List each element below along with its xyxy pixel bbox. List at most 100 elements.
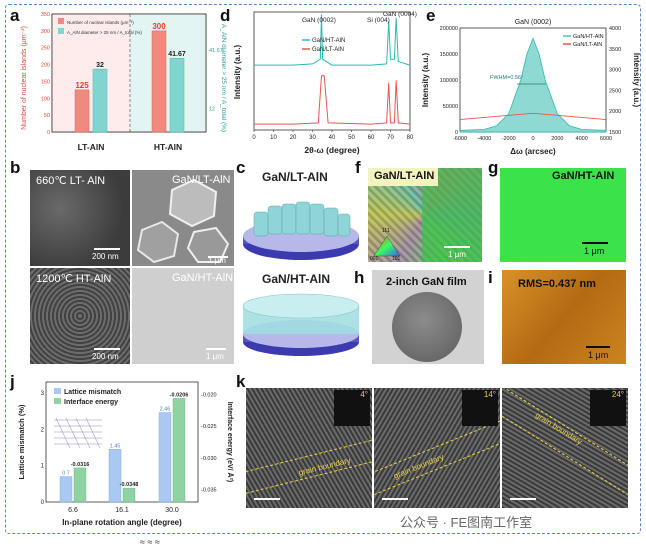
j-bar-lattice bbox=[59, 476, 73, 503]
scale-bar bbox=[586, 346, 610, 348]
a-y2label: A_AlN diameter > 25 nm / A_total (%) bbox=[220, 24, 227, 132]
chart-j: 0 1 2 3 -0.020 -0.025 -0.030 -0.035 0.7-0.0316… bbox=[17, 381, 234, 527]
e-y2tick: 1500 bbox=[609, 130, 621, 136]
sem-gan-ht-aln-label: GaN/HT-AlN bbox=[172, 272, 234, 284]
e-y2label: Intensity (a.u.) bbox=[632, 53, 640, 108]
series-gan-ht-aln bbox=[254, 14, 411, 66]
a-y2tick: 12 bbox=[209, 106, 215, 112]
sem-gan-lt-aln-label: GaN/LT-AlN bbox=[172, 174, 231, 186]
panel-label-b: b bbox=[10, 158, 21, 177]
a-label-islands: 125 bbox=[75, 81, 89, 90]
k1-angle: 4° bbox=[360, 390, 368, 399]
j-xlabel: In-plane rotation angle (degree) bbox=[62, 518, 182, 527]
e-legend-ht: GaN/HT-AlN bbox=[573, 34, 604, 40]
e-xlabel: Δω (arcsec) bbox=[510, 147, 556, 156]
a-label-islands: 300 bbox=[152, 22, 166, 31]
j-y2tick: -0.035 bbox=[201, 487, 217, 493]
j-ylabel: Lattice mismatch (%) bbox=[17, 404, 26, 480]
d-xtick: 30 bbox=[309, 135, 316, 141]
a-ylabel: Number of nuclear islands (μm⁻²) bbox=[21, 26, 28, 130]
afm-image: RMS=0.437 nm 1 μm bbox=[502, 270, 626, 364]
scale-bar bbox=[206, 348, 226, 350]
h-title: 2-inch GaN film bbox=[386, 276, 467, 288]
e-y2tick: 3000 bbox=[609, 68, 621, 74]
ipf-101: 101 bbox=[392, 256, 401, 262]
f-title: GaN/LT-AlN bbox=[374, 170, 435, 182]
j-cat-2: 30.0 bbox=[165, 507, 179, 514]
a-ytick: 300 bbox=[41, 29, 50, 35]
e-xtick: 2000 bbox=[551, 136, 563, 142]
panel-label-c: c bbox=[236, 158, 246, 177]
e-ytick: 200000 bbox=[440, 26, 458, 32]
scale-bar bbox=[94, 348, 120, 350]
j-cat-1: 16.1 bbox=[115, 507, 129, 514]
a-label-area: 41.67 bbox=[168, 51, 186, 58]
legend-islands: Number of nuclear islands (μm⁻²) bbox=[67, 20, 134, 25]
a-ytick: 150 bbox=[41, 79, 50, 85]
series-gan-ht-aln-area bbox=[459, 37, 607, 133]
j-label-energy: -0.0348 bbox=[120, 482, 139, 488]
a-bar-islands bbox=[151, 30, 167, 133]
e-xtick: -4000 bbox=[477, 136, 491, 142]
ipf-legend bbox=[373, 235, 401, 257]
e-ytick: 150000 bbox=[440, 52, 458, 58]
a-label-area: 32 bbox=[96, 62, 104, 69]
hrtem-24deg: grain boundary 24° bbox=[502, 388, 628, 508]
j-label-lattice: 2.46 bbox=[160, 407, 171, 413]
panel-label-h: h bbox=[354, 268, 365, 287]
wafer-photo: 2-inch GaN film bbox=[372, 270, 484, 364]
j-bar-energy bbox=[122, 487, 136, 503]
series-gan-lt-aln bbox=[459, 112, 607, 120]
sem-lt-aln-label: 660℃ LT- AlN bbox=[36, 175, 106, 187]
sem-ht-aln: 1200℃ HT-AlN 200 nm bbox=[30, 268, 130, 364]
d-annot-gan0004: GaN (0004) bbox=[383, 11, 417, 18]
sem-gan-ht-aln-scale: 1 μm bbox=[206, 352, 224, 361]
panel-label-g: g bbox=[488, 158, 499, 177]
series-gan-lt-aln bbox=[254, 75, 411, 125]
i-scale: 1 μm bbox=[588, 350, 609, 360]
a-bar-area bbox=[169, 57, 185, 133]
j-label-energy: -0.0316 bbox=[71, 462, 90, 468]
d-xtick: 50 bbox=[348, 135, 355, 141]
d-legend-lt: GaN/LT-AlN bbox=[312, 47, 344, 53]
j-ytick: 2 bbox=[41, 427, 45, 433]
panel-label-e: e bbox=[426, 6, 436, 25]
k3-angle: 24° bbox=[611, 390, 624, 399]
d-xtick: 40 bbox=[329, 135, 336, 141]
e-y2tick: 3500 bbox=[609, 47, 621, 53]
legend-area: A_AlN diameter > 25 nm / A_total (%) bbox=[67, 30, 142, 35]
scale-bar bbox=[444, 246, 470, 248]
hrtem-4deg: grain boundary 4° bbox=[246, 388, 372, 508]
a-bar-islands bbox=[74, 89, 90, 133]
model-gan-lt-aln bbox=[243, 201, 359, 260]
e-ytick: 100000 bbox=[440, 78, 458, 84]
j-y2label: Interface energy (eV/ Å²) bbox=[226, 402, 234, 483]
a-ytick: 350 bbox=[41, 12, 50, 18]
scale-bar bbox=[94, 248, 120, 250]
j-legend-energy: Interface energy bbox=[64, 399, 118, 406]
c-title-ht: GaN/HT-AlN bbox=[262, 272, 331, 286]
scale-bar bbox=[254, 498, 280, 500]
e-xtick: -6000 bbox=[453, 136, 467, 142]
ebsd-map-lt: GaN/LT-AlN 111 001 101 1 μm bbox=[368, 168, 482, 262]
e-fwhm: FWHM=0.56° bbox=[490, 75, 523, 81]
d-xtick: 20 bbox=[290, 135, 297, 141]
j-label-energy: -0.0206 bbox=[170, 392, 189, 398]
j-legend-lattice: Lattice mismatch bbox=[64, 389, 121, 396]
a-ytick: 0 bbox=[47, 130, 50, 136]
ipf-001: 001 bbox=[370, 256, 379, 262]
c-title-lt: GaN/LT-AlN bbox=[262, 170, 328, 184]
sem-gan-ht-aln: GaN/HT-AlN 1 μm bbox=[132, 268, 234, 364]
scale-bar bbox=[382, 498, 408, 500]
d-xtick: 80 bbox=[407, 135, 414, 141]
e-xtick: 6000 bbox=[600, 136, 612, 142]
sem-lt-aln-scale: 200 nm bbox=[92, 252, 119, 261]
panel-label-j: j bbox=[10, 372, 15, 391]
panel-label-f: f bbox=[355, 158, 361, 177]
j-ytick: 0 bbox=[41, 500, 45, 506]
a-ytick: 200 bbox=[41, 63, 50, 69]
j-y2tick: -0.025 bbox=[201, 424, 217, 430]
j-bar-energy bbox=[172, 398, 186, 503]
chart-a: 0 50 100 150 200 250 300 350 12 41.67 125 32 300 41.… bbox=[21, 12, 227, 152]
e-ytick: 50000 bbox=[443, 104, 458, 110]
